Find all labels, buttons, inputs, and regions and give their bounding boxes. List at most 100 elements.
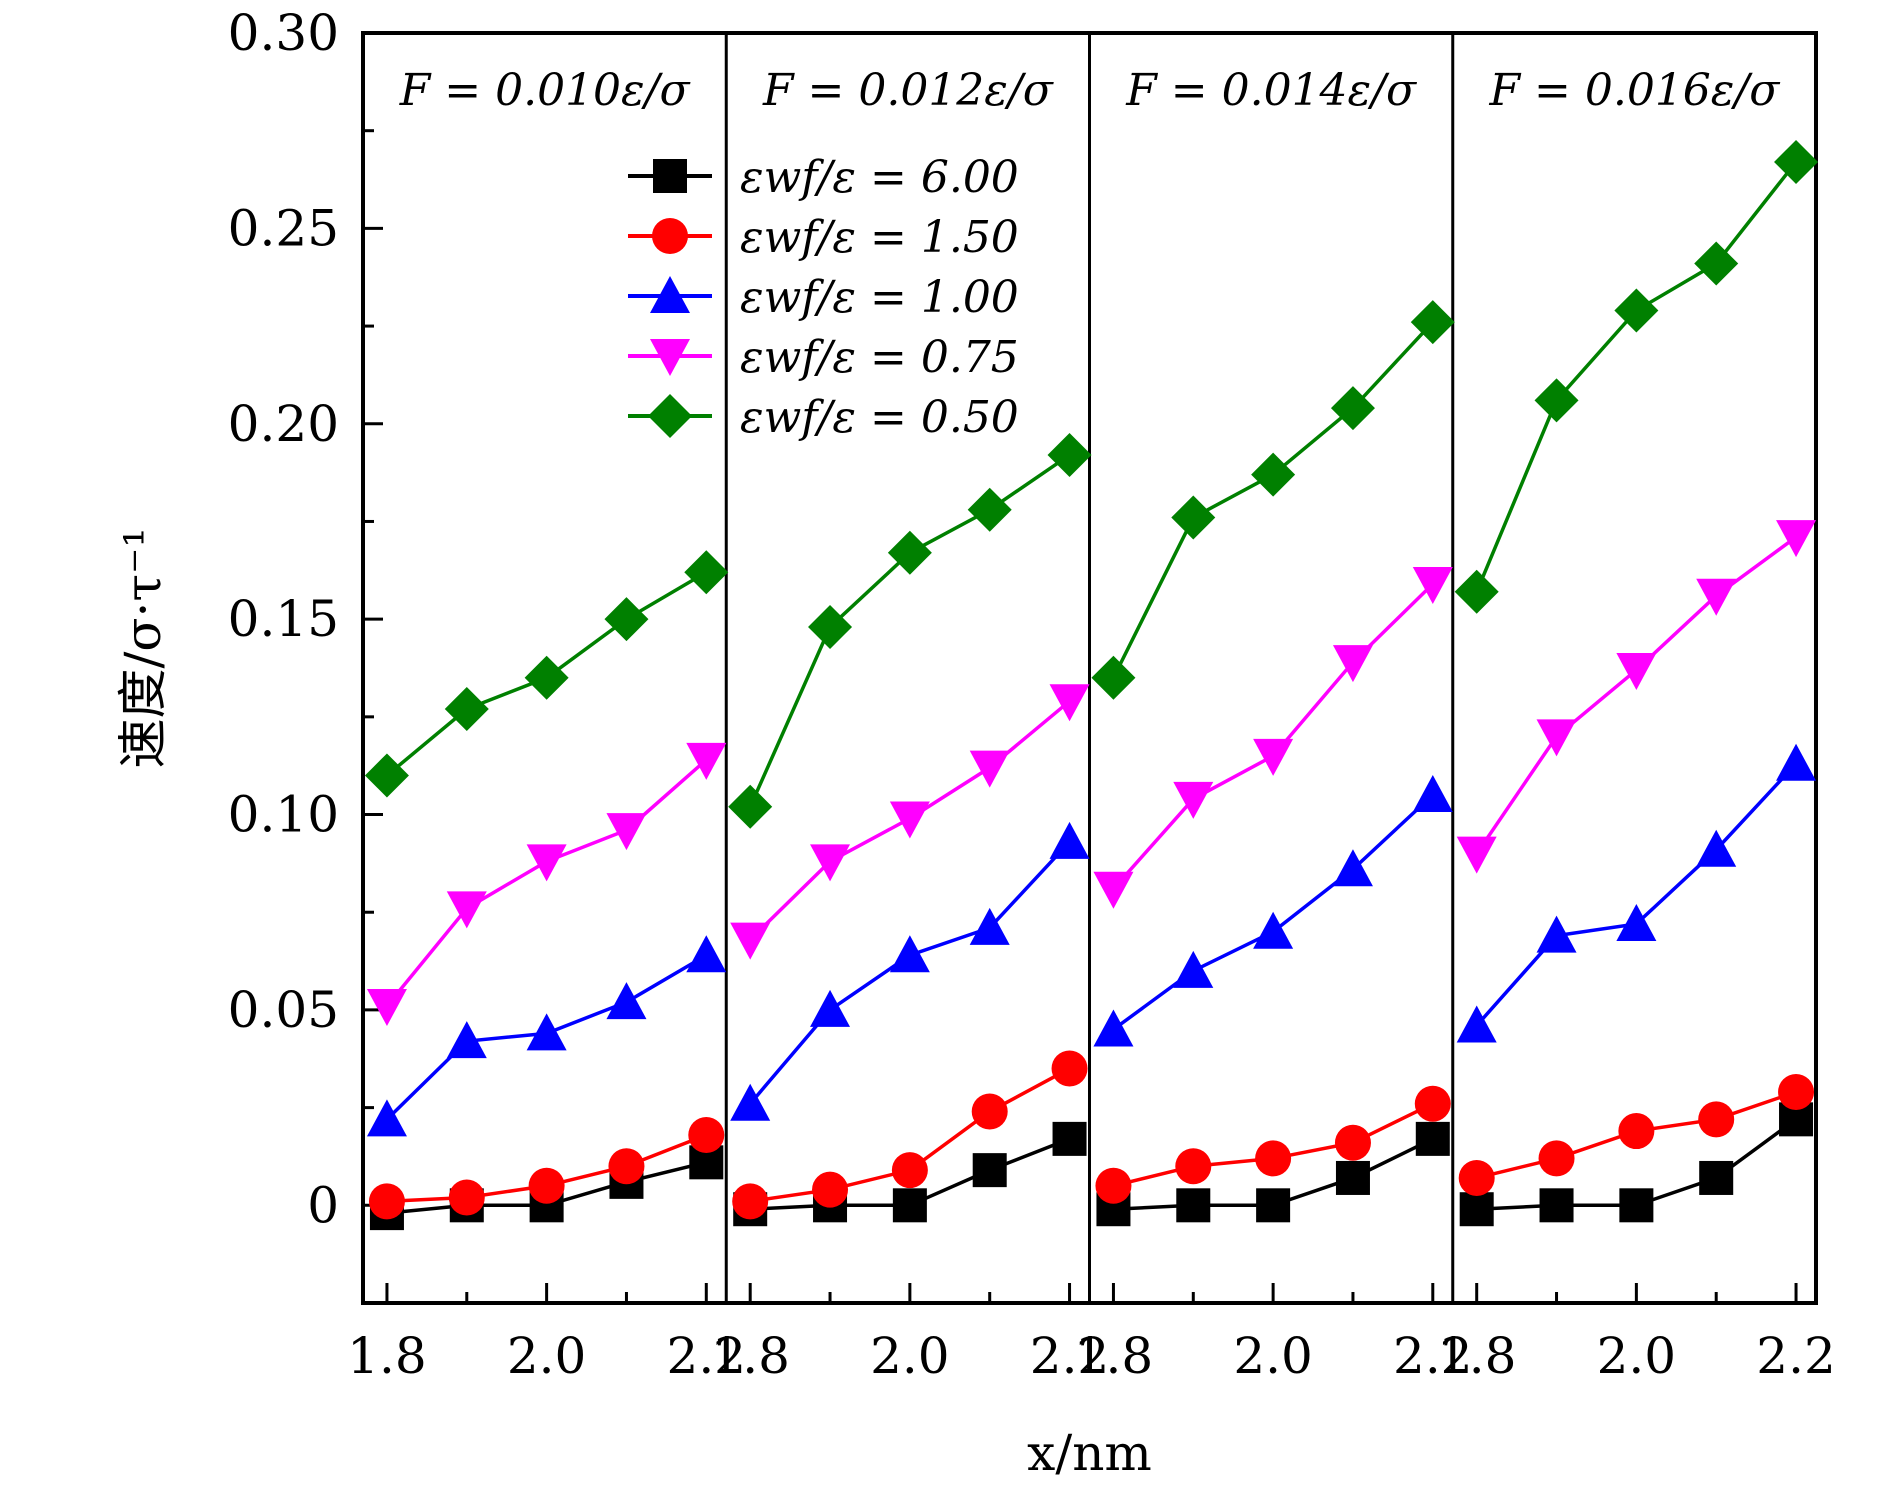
series-line [1475,762,1798,1027]
data-point [1095,1167,1132,1204]
data-point [444,687,489,732]
x-tick-label: 1.8 [1074,1327,1154,1385]
data-point [606,982,647,1020]
series-line [1112,582,1435,890]
legend-label: εwf/ε = 0.75 [740,332,1019,383]
legend-marker [648,394,692,438]
y-tick-label: 0.30 [228,4,339,62]
legend-marker [650,276,690,313]
data-point [368,1183,405,1220]
data-point [1334,1124,1371,1161]
data-point [1456,1005,1497,1043]
x-tick-label: 2.2 [667,1327,747,1385]
data-point [1410,300,1455,345]
data-point [1414,1085,1451,1122]
series-line [1475,535,1798,855]
labels: 00.050.100.150.200.250.301.8 2.0 2.21.8 2.0… [114,4,1836,1482]
data-point [608,1148,645,1185]
panel-title: F = 0.016ε/σ [1488,65,1781,116]
data-point [887,530,932,575]
panel-title: F = 0.010ε/σ [399,65,692,116]
data-point [1618,1113,1655,1150]
data-point [366,989,407,1027]
data-point [1335,1160,1370,1195]
y-tick-label: 0 [307,1176,339,1234]
data-point [1332,849,1373,887]
data-point [1698,1101,1735,1138]
data-point [1047,433,1092,478]
series-line [1111,320,1435,679]
y-tick-label: 0.10 [228,786,339,844]
x-tick-label: 1.8 [347,1327,427,1385]
data-point [1539,1188,1574,1223]
legend-entry: εwf/ε = 1.00 [628,272,1019,323]
legend-entry: εwf/ε = 1.50 [628,212,1019,263]
panel-1 [364,550,729,1231]
data-point [1694,241,1739,286]
data-point [1412,775,1453,812]
data-point [1616,903,1657,941]
data-point [604,597,649,642]
data-point [524,655,569,700]
panel-title: F = 0.014ε/σ [1125,65,1418,116]
data-point [1776,743,1817,781]
data-point [1696,578,1737,616]
x-tick-label: 1.8 [710,1327,790,1385]
y-tick-label: 0.05 [228,981,339,1039]
data-point [1051,1050,1088,1087]
data-point [891,1152,928,1189]
data-point [1536,719,1577,757]
data-point [1253,911,1294,949]
data-point [606,813,647,851]
data-point [889,935,930,973]
data-point [1171,495,1216,540]
data-point [1093,871,1134,909]
x-tick-label: 2.0 [870,1327,950,1385]
data-point [1093,1009,1134,1047]
data-point [1049,684,1090,722]
legend-marker [653,159,687,193]
legend-label: εwf/ε = 1.00 [740,272,1019,323]
y-tick-label: 0.25 [228,199,339,257]
data-point [967,487,1012,532]
data-point [364,753,409,798]
legend-entry: εwf/ε = 0.50 [628,392,1019,443]
panel-4 [1454,139,1819,1227]
legend-label: εwf/ε = 1.50 [740,212,1019,263]
data-point [969,907,1010,945]
data-point [1536,915,1577,953]
data-point [810,989,851,1027]
data-point [1415,1121,1450,1156]
data-point [526,844,567,882]
data-point [1412,566,1453,604]
y-axis-label: 速度/σ·τ⁻¹ [114,528,172,769]
data-point [808,604,853,649]
series-line [748,453,1071,808]
data-point [688,1116,725,1153]
x-tick-label: 2.0 [507,1327,587,1385]
data-point [1454,569,1499,614]
data-point [1173,781,1214,819]
x-tick-label: 1.8 [1437,1327,1517,1385]
x-tick-label: 2.0 [1233,1327,1313,1385]
legend-label: εwf/ε = 0.50 [740,392,1019,443]
data-point [1699,1160,1734,1195]
x-tick-label: 2.0 [1597,1327,1677,1385]
data-point [972,1153,1007,1188]
data-point [526,1013,567,1051]
data-point [1330,386,1375,431]
data-point [730,1083,771,1121]
axes [361,31,1818,1305]
data-point [446,1021,487,1059]
legend-entry: εwf/ε = 0.75 [628,332,1019,383]
series-line [1475,160,1798,593]
data-point [1049,821,1090,859]
legend-entry: εwf/ε = 6.00 [628,152,1019,203]
y-tick-label: 0.15 [228,590,339,648]
legend-marker [652,218,688,254]
data-point [810,844,851,882]
data-point [446,891,487,929]
data-point [971,1093,1008,1130]
